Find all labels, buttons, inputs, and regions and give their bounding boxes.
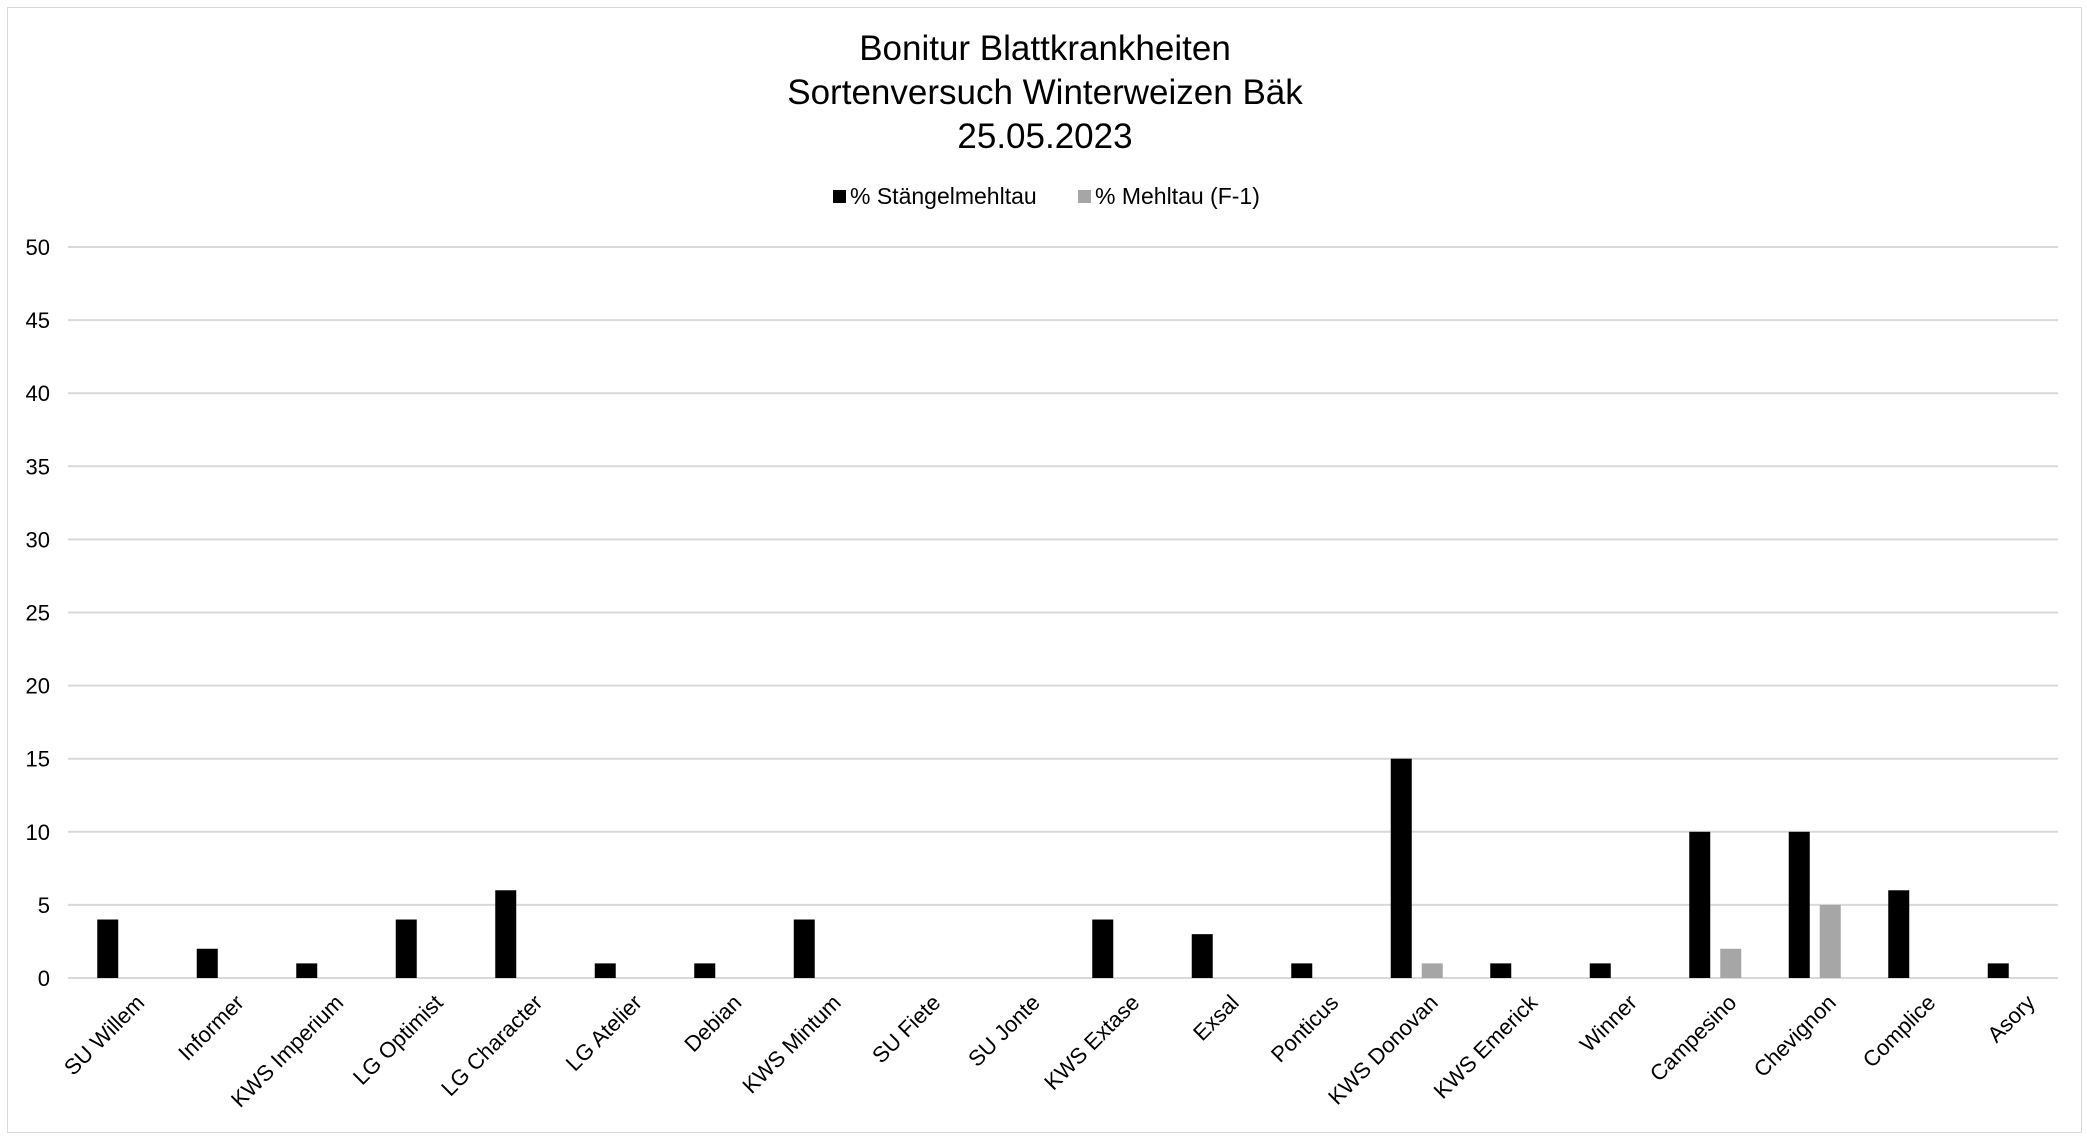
chart-title-line-2: Sortenversuch Winterweizen Bäk <box>787 73 1303 112</box>
y-tick-label-50: 50 <box>26 235 50 260</box>
gridlines <box>68 246 2058 979</box>
x-category-label-5: LG Atelier <box>561 990 647 1076</box>
y-tick-label-35: 35 <box>26 454 50 479</box>
bar-1-7 <box>793 919 815 978</box>
x-category-label-3: LG Optimist <box>348 990 448 1090</box>
x-category-label-15: Winner <box>1575 990 1642 1057</box>
bar-2-16 <box>1720 948 1742 978</box>
legend-swatch-1 <box>833 190 846 203</box>
x-category-label-17: Chevignon <box>1749 990 1841 1082</box>
bar-1-5 <box>594 963 616 978</box>
x-category-label-10: KWS Extase <box>1039 990 1144 1095</box>
bar-2-17 <box>1819 904 1841 978</box>
x-category-label-9: SU Jonte <box>963 990 1045 1072</box>
bar-1-1 <box>196 948 218 978</box>
y-tick-label-45: 45 <box>26 308 50 333</box>
x-category-label-18: Complice <box>1858 990 1941 1073</box>
chart-frame: Bonitur Blattkrankheiten Sortenversuch Wi… <box>7 7 2082 1133</box>
legend-label-2: % Mehltau (F-1) <box>1095 183 1260 209</box>
x-category-label-12: Ponticus <box>1266 990 1343 1067</box>
chart-legend: % Stängelmehltau % Mehltau (F-1) <box>833 183 1260 209</box>
y-tick-label-0: 0 <box>38 966 50 991</box>
x-category-label-0: SU Willem <box>59 990 149 1080</box>
chart-title-line-3: 25.05.2023 <box>957 117 1132 156</box>
x-category-label-16: Campesino <box>1645 990 1741 1086</box>
chart-title-line-1: Bonitur Blattkrankheiten <box>859 29 1231 68</box>
x-category-label-19: Asory <box>1982 990 2039 1047</box>
y-tick-label-25: 25 <box>26 601 50 626</box>
bar-1-6 <box>694 963 716 978</box>
y-tick-label-5: 5 <box>38 893 50 918</box>
bar-1-4 <box>495 890 517 978</box>
y-axis-ticks: 0 5 10 15 20 25 30 35 40 45 50 <box>26 235 50 991</box>
x-category-label-1: Informer <box>173 990 249 1066</box>
y-tick-label-30: 30 <box>26 527 50 552</box>
x-category-label-7: KWS Mintum <box>737 990 845 1098</box>
bar-chart: Bonitur Blattkrankheiten Sortenversuch Wi… <box>26 29 2058 1112</box>
y-tick-label-40: 40 <box>26 381 50 406</box>
legend-label-1: % Stängelmehltau <box>850 183 1037 209</box>
bar-1-18 <box>1888 890 1910 978</box>
bar-2-13 <box>1421 963 1443 978</box>
bars <box>97 758 2009 978</box>
bar-1-13 <box>1390 758 1412 978</box>
bar-1-15 <box>1589 963 1611 978</box>
bar-1-16 <box>1689 831 1711 978</box>
bar-1-0 <box>97 919 119 978</box>
bar-1-12 <box>1291 963 1313 978</box>
chart-title: Bonitur Blattkrankheiten Sortenversuch Wi… <box>787 29 1303 156</box>
bar-1-2 <box>296 963 318 978</box>
y-tick-label-20: 20 <box>26 674 50 699</box>
x-category-label-14: KWS Emerick <box>1429 989 1543 1103</box>
bar-1-19 <box>1987 963 2009 978</box>
bar-1-17 <box>1788 831 1810 978</box>
x-category-label-6: Debian <box>679 990 746 1057</box>
bar-1-3 <box>395 919 417 978</box>
bar-1-10 <box>1092 919 1114 978</box>
bar-1-14 <box>1490 963 1512 978</box>
bar-1-11 <box>1191 934 1213 978</box>
y-tick-label-15: 15 <box>26 747 50 772</box>
x-category-label-11: Exsal <box>1188 990 1244 1046</box>
x-category-label-4: LG Character <box>436 990 547 1101</box>
x-category-label-8: SU Fiete <box>867 990 945 1068</box>
y-tick-label-10: 10 <box>26 820 50 845</box>
legend-swatch-2 <box>1078 190 1091 203</box>
